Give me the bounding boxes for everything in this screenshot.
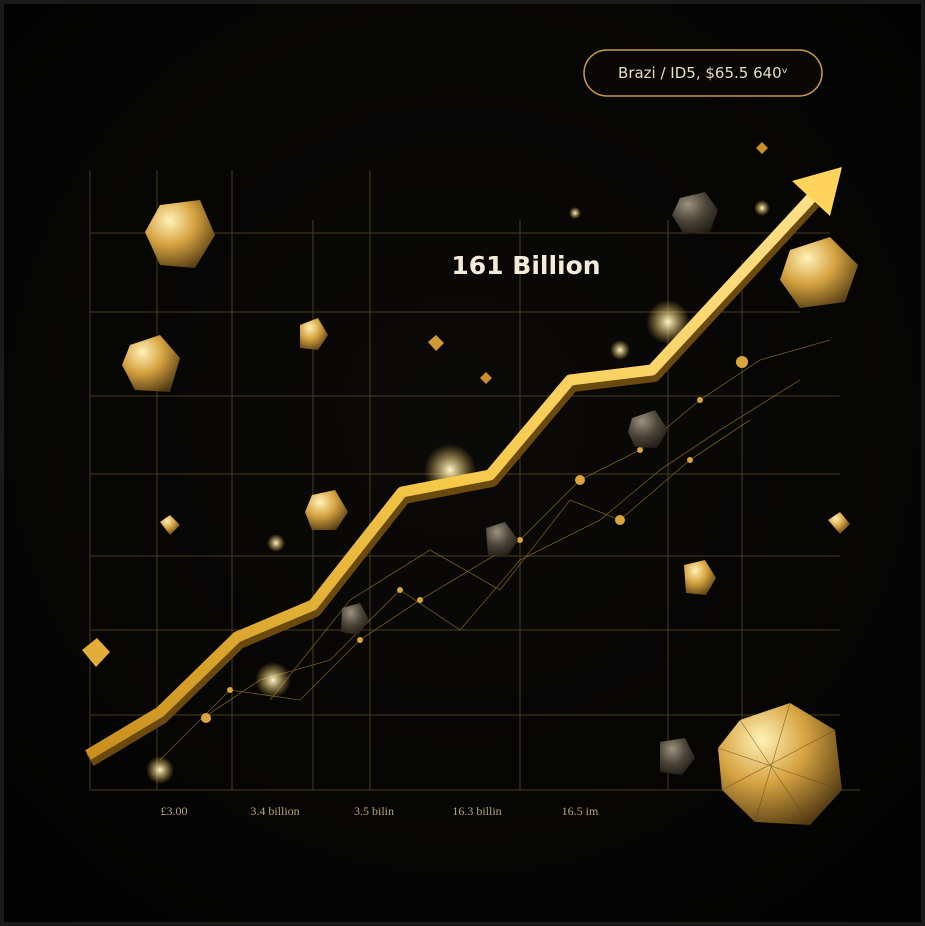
badge-text: Brazi / ID5, $65.5 640ᵛ	[618, 64, 788, 82]
trend-line	[85, 167, 842, 767]
x-label: 16.5 im	[562, 804, 599, 818]
headline: 161 Billion	[451, 251, 600, 280]
nodes	[201, 356, 748, 723]
x-label: 16.3 billin	[452, 804, 501, 818]
x-label: £3.00	[161, 804, 188, 818]
x-label: 3.5 bilin	[354, 804, 394, 818]
gems	[82, 142, 858, 826]
x-label: 3.4 billion	[250, 804, 299, 818]
badge	[583, 49, 823, 97]
